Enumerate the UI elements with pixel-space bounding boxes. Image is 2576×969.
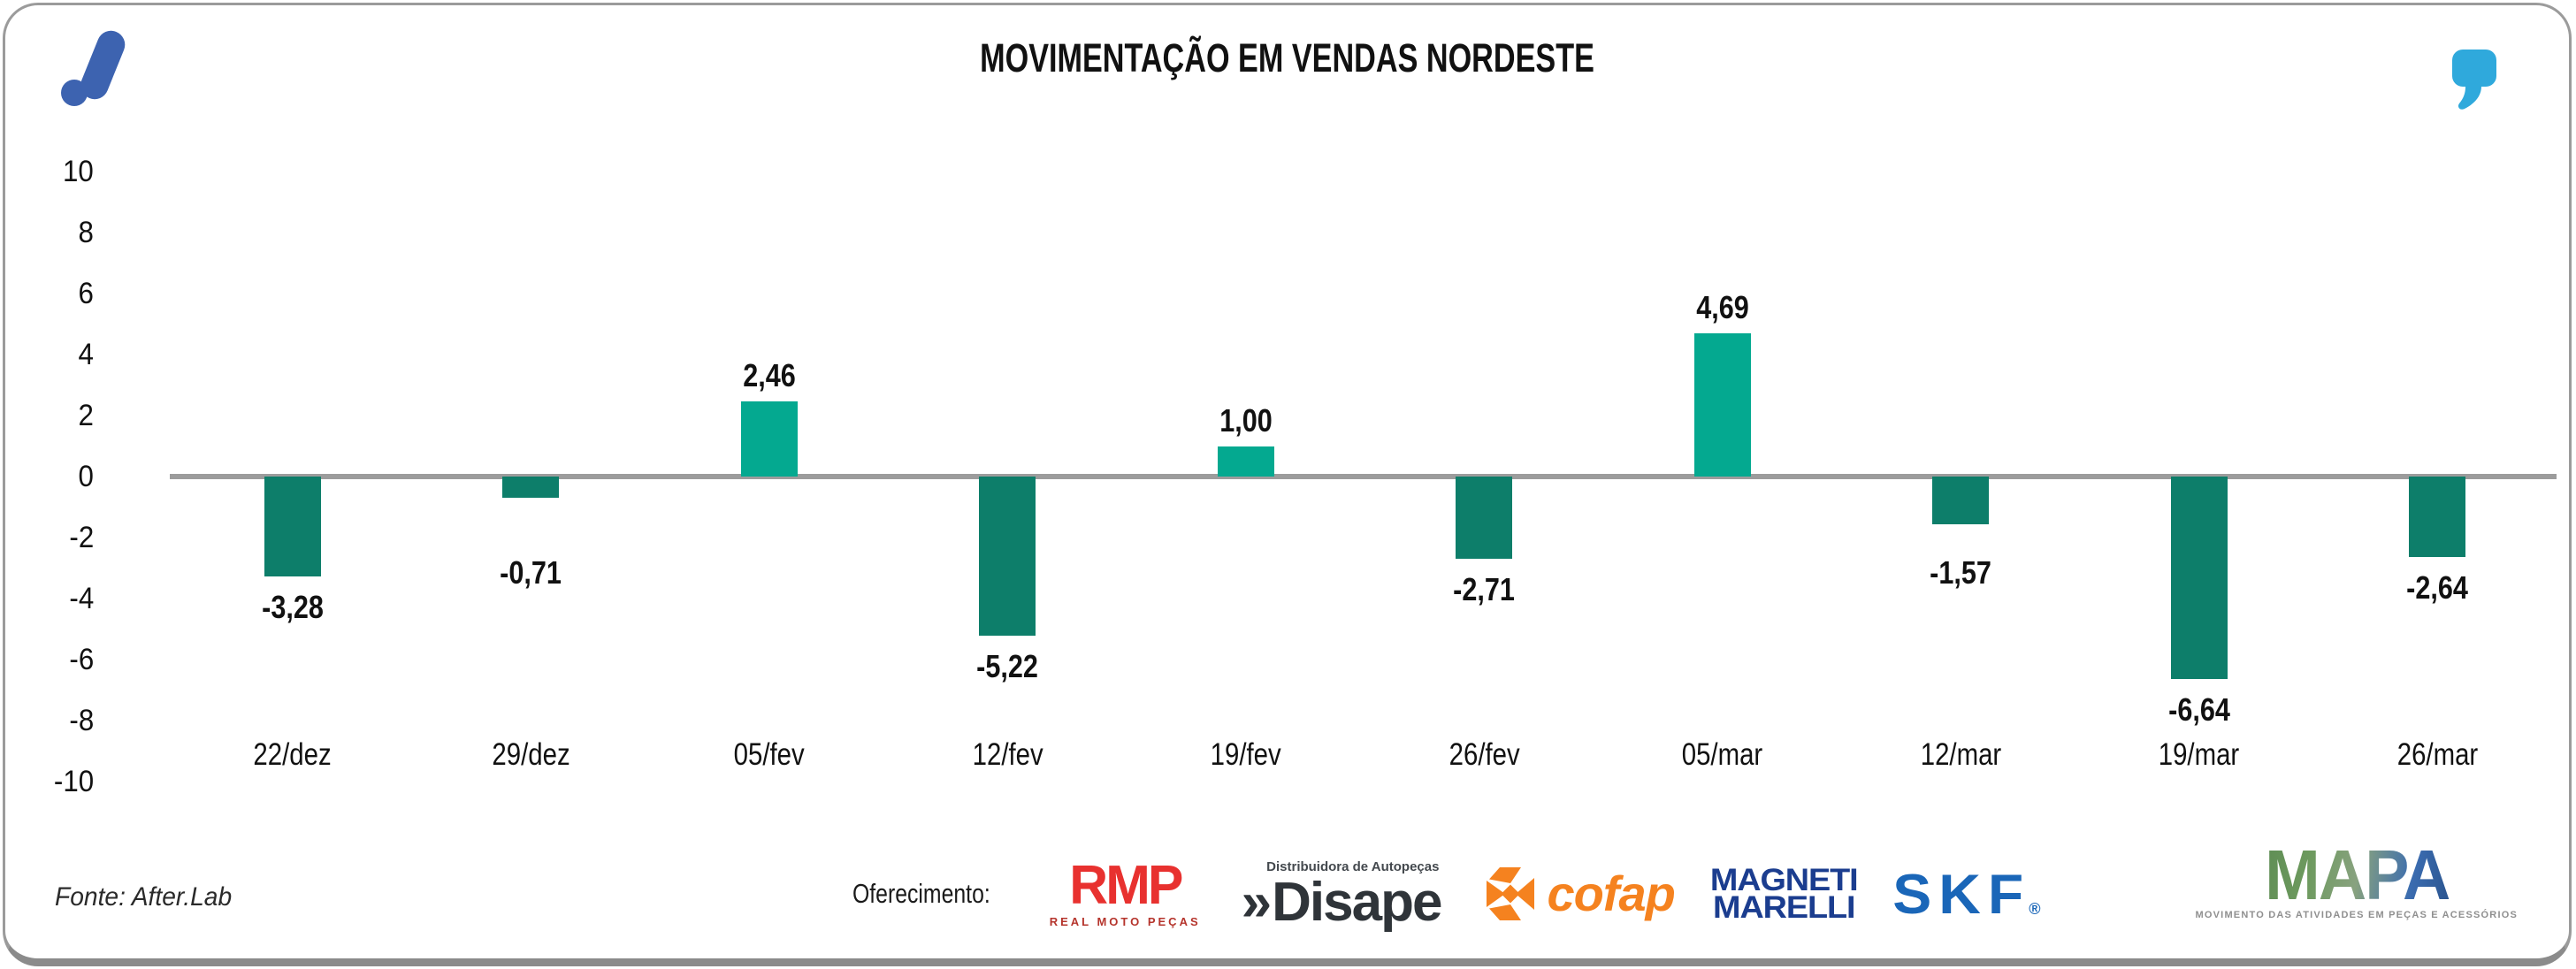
y-tick-10: 10 <box>63 155 94 188</box>
y-tick--4: -4 <box>69 582 94 615</box>
sponsor-logo-rmp: RMP REAL MOTO PEÇAS <box>1049 854 1201 928</box>
sponsors-row: Oferecimento: RMP REAL MOTO PEÇAS Distri… <box>852 838 2040 950</box>
sponsor-logo-cofap: cofap <box>1481 866 1676 921</box>
bar-26/fev <box>1456 477 1513 560</box>
rmp-subtitle: REAL MOTO PEÇAS <box>1049 914 1201 928</box>
x-tick-05/mar: 05/mar <box>1681 737 1763 772</box>
bar-column-12/mar: -1,57 <box>1842 172 2081 782</box>
bar-column-26/mar: -2,64 <box>2319 172 2557 782</box>
bar-value-label: -2,64 <box>2406 569 2469 607</box>
bar-22/dez <box>264 477 321 577</box>
y-tick-6: 6 <box>78 277 94 310</box>
x-tick-19/mar: 19/mar <box>2158 737 2240 772</box>
bar-value-label: -6,64 <box>2167 691 2230 729</box>
magneti-line2: MARELLI <box>1712 890 1856 925</box>
bar-column-19/fev: 1,00 <box>1127 172 1365 782</box>
x-tick-12/mar: 12/mar <box>1920 737 2002 772</box>
bar-05/mar <box>1693 333 1751 477</box>
mapa-tagline: MOVIMENTO DAS ATIVIDADES EM PEÇAS E ACES… <box>2195 910 2518 920</box>
bar-column-19/mar: -6,64 <box>2080 172 2319 782</box>
x-tick-22/dez: 22/dez <box>253 737 332 772</box>
y-tick-2: 2 <box>78 399 94 432</box>
quote-mark-icon <box>2452 50 2496 110</box>
bar-19/mar <box>2170 477 2228 680</box>
x-tick-26/fev: 26/fev <box>1449 737 1520 772</box>
y-tick--6: -6 <box>69 643 94 676</box>
bar-value-label: -5,22 <box>976 648 1039 685</box>
cofap-x-icon <box>1487 867 1535 920</box>
skf-registered-mark: ® <box>2029 900 2041 918</box>
rmp-wordmark: RMP <box>1069 854 1183 916</box>
bar-column-05/mar: 4,69 <box>1603 172 1842 782</box>
sponsor-logo-disape: Distribuidora de Autopeças »Disape <box>1241 859 1443 933</box>
mapa-wordmark: MAPA <box>2205 840 2508 911</box>
y-axis: 10 8 6 4 2 0 -2 -4 -6 -8 -10 <box>30 155 94 798</box>
bar-value-label: 1,00 <box>1219 401 1273 439</box>
bar-column-22/dez: -3,28 <box>173 172 412 782</box>
bar-19/fev <box>1217 446 1274 477</box>
source-note: Fonte: After.Lab <box>55 882 233 912</box>
zero-axis-line <box>170 474 2557 479</box>
y-tick--8: -8 <box>69 704 94 737</box>
bar-chart-plot: 10 8 6 4 2 0 -2 -4 -6 -8 -10 -3,28 -0,71 2,46 -5,22 1,… <box>54 155 2557 798</box>
y-tick--2: -2 <box>69 521 94 554</box>
bar-value-label: -0,71 <box>500 554 562 591</box>
bar-05/fev <box>740 401 798 477</box>
y-tick-0: 0 <box>78 460 94 493</box>
y-tick-4: 4 <box>78 338 94 371</box>
bar-column-26/fev: -2,71 <box>1365 172 1604 782</box>
bar-column-12/fev: -5,22 <box>889 172 1127 782</box>
bar-value-label: -1,57 <box>1930 554 1992 591</box>
disape-subtitle: Distribuidora de Autopeças <box>1266 859 1440 874</box>
skf-wordmark: SKF <box>1892 862 2031 926</box>
bar-column-05/fev: 2,46 <box>650 172 889 782</box>
bar-value-label: 2,46 <box>742 357 796 394</box>
disape-wordmark: »Disape <box>1241 872 1443 933</box>
bar-value-label: 4,69 <box>1695 289 1749 326</box>
mapa-logo: MAPA MOVIMENTO DAS ATIVIDADES EM PEÇAS E… <box>2195 840 2518 921</box>
x-tick-26/mar: 26/mar <box>2396 737 2479 772</box>
bar-value-label: -2,71 <box>1453 571 1516 608</box>
sponsor-logo-skf: SKF ® <box>1892 862 2041 926</box>
bar-column-29/dez: -0,71 <box>412 172 651 782</box>
sponsors-label: Oferecimento: <box>852 878 990 909</box>
bar-columns: -3,28 -0,71 2,46 -5,22 1,00 -2,71 4,69 -1,57 -6,… <box>173 172 2557 782</box>
report-card: MOVIMENTAÇÃO EM VENDAS NORDESTE 10 8 6 4 2 0 -… <box>3 3 2572 966</box>
sponsor-logo-magneti-marelli: MAGNETI MARELLI <box>1710 865 1859 925</box>
bar-29/dez <box>502 477 560 499</box>
x-tick-19/fev: 19/fev <box>1210 737 1281 772</box>
bar-26/mar <box>2409 477 2466 558</box>
after-lab-logo-icon <box>61 30 126 106</box>
x-tick-12/fev: 12/fev <box>972 737 1043 772</box>
x-tick-29/dez: 29/dez <box>492 737 570 772</box>
y-tick--10: -10 <box>53 765 94 798</box>
disape-chevrons-icon: » <box>1241 872 1273 933</box>
chart-title: MOVIMENTAÇÃO EM VENDAS NORDESTE <box>980 35 1594 80</box>
y-tick-8: 8 <box>78 216 94 249</box>
magneti-line1: MAGNETI <box>1709 863 1859 897</box>
bar-12/mar <box>1932 477 1990 525</box>
cofap-wordmark: cofap <box>1547 866 1675 921</box>
bar-12/fev <box>979 477 1036 637</box>
x-axis-labels: 22/dez 29/dez 05/fev 12/fev 19/fev 26/fev 05/m… <box>173 737 2557 773</box>
x-tick-05/fev: 05/fev <box>733 737 805 772</box>
bar-value-label: -3,28 <box>261 589 324 626</box>
